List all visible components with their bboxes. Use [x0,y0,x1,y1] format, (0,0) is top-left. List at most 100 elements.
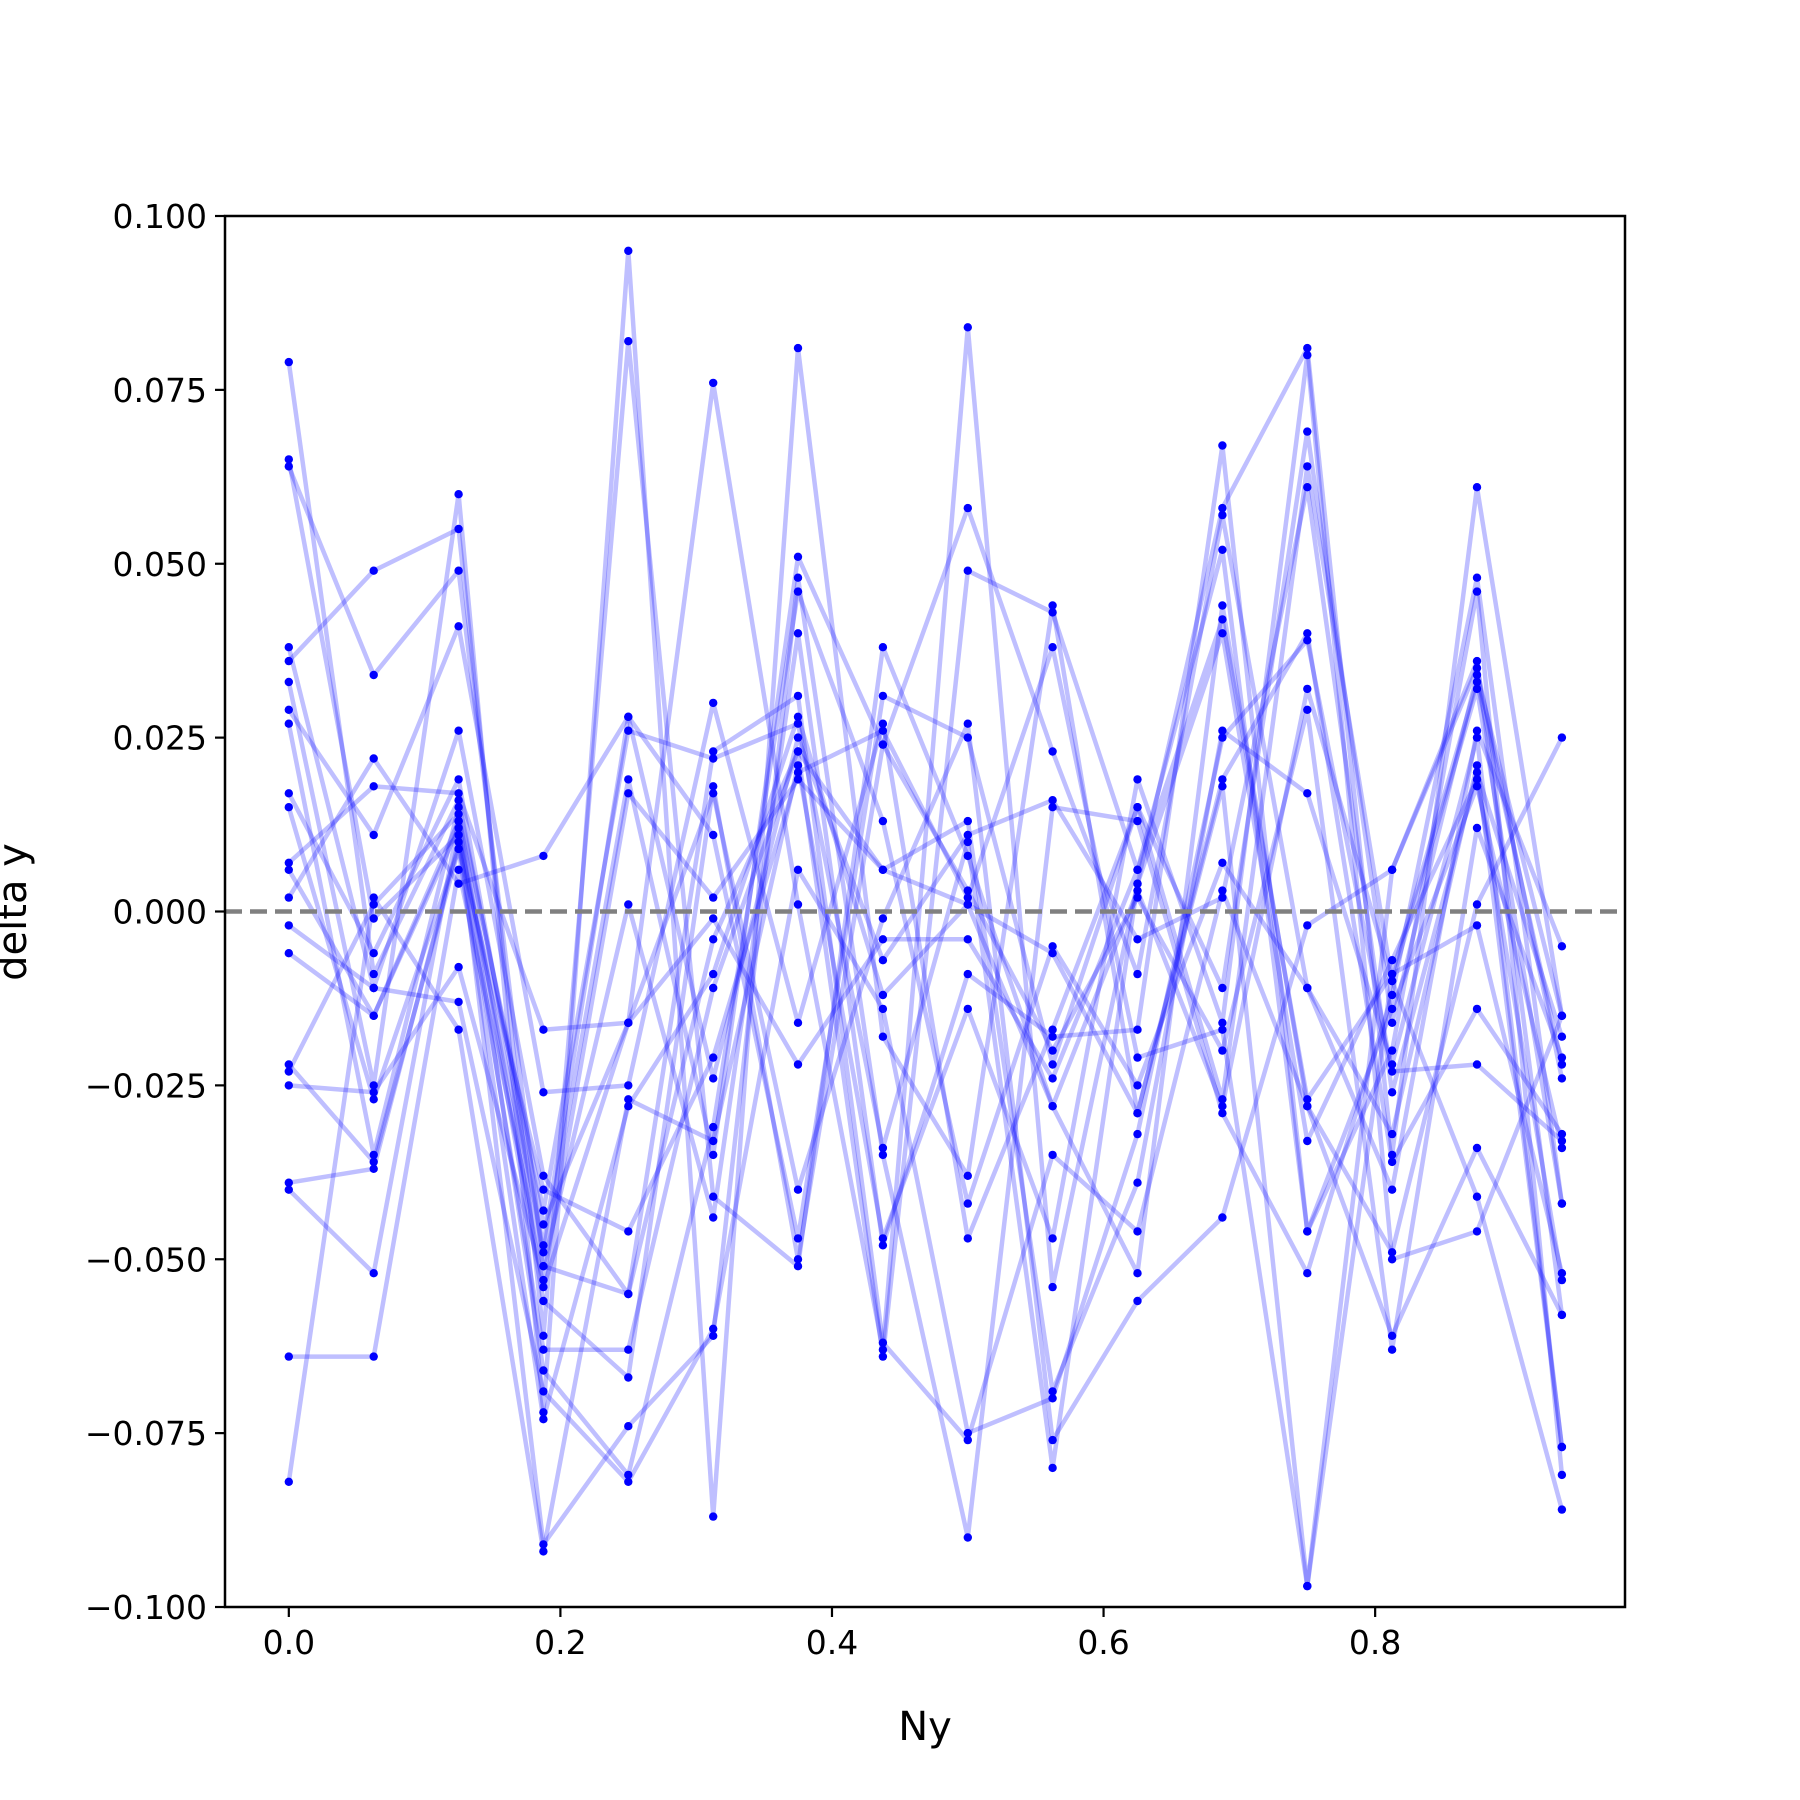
data-point [793,768,803,777]
y-tick-label: −0.050 [85,1240,207,1279]
data-point [624,246,633,255]
data-point [793,1234,803,1243]
data-point [1133,803,1142,812]
data-point [963,1428,972,1438]
data-point [963,719,972,728]
data-point [624,712,633,721]
data-point [369,983,378,993]
data-point [369,1081,378,1090]
data-point [284,949,293,958]
data-point [1218,983,1227,993]
data-point [284,357,293,367]
data-point [1387,1046,1397,1055]
data-point [1218,1018,1227,1027]
data-point [709,1053,718,1062]
data-point [454,622,463,631]
data-point [878,816,888,826]
data-point [1387,1129,1397,1139]
data-point [963,1435,972,1445]
data-point [1387,1150,1397,1160]
data-point [1133,1269,1142,1278]
data-point [624,1227,633,1236]
data-point [284,921,293,930]
data-point [624,1289,633,1299]
data-point [284,1178,293,1187]
data-point [1387,865,1397,874]
data-point [963,900,972,909]
data-point [963,893,972,902]
data-point [709,1136,718,1146]
data-point [624,337,633,346]
data-point [1048,949,1057,958]
data-point [284,1352,293,1361]
data-point [1303,1136,1312,1146]
data-point [1472,768,1482,777]
data-point [1218,1025,1227,1034]
data-point [1133,1025,1142,1034]
data-point [1048,1234,1057,1243]
data-point [454,1025,463,1034]
data-point [1472,1227,1482,1236]
series-line [286,693,1565,1443]
data-point [878,1241,888,1250]
data-point [1133,1053,1142,1062]
data-point [1472,761,1482,770]
data-point [793,629,803,638]
data-point [1218,726,1227,735]
data-point [1472,677,1482,687]
data-point [284,1185,293,1194]
data-point [963,1533,972,1542]
data-point [1048,601,1057,610]
data-point [539,1415,548,1424]
data-point [1303,483,1312,492]
data-point [369,754,378,763]
data-point [624,1018,633,1027]
data-point [1557,1505,1567,1514]
data-point [454,879,463,888]
data-point [1048,1150,1057,1160]
data-point [284,858,293,867]
data-point [454,865,463,874]
data-point [1218,858,1227,867]
data-point [1303,705,1312,714]
data-point [793,1255,803,1264]
data-point [1048,796,1057,805]
data-point [1557,1275,1567,1285]
data-point [369,949,378,958]
data-point [1472,1192,1482,1201]
data-point [1387,1345,1397,1354]
data-point [1472,726,1482,735]
data-point [1472,1004,1482,1014]
data-point [539,1171,548,1181]
data-point [1133,1129,1142,1139]
data-point [284,1081,293,1090]
data-point [1303,921,1312,930]
data-point [878,1345,888,1354]
data-point [878,719,888,728]
data-point [1472,1060,1482,1069]
data-point [1387,990,1397,1000]
data-point [709,830,718,840]
data-point [878,865,888,874]
data-point [454,796,463,805]
data-point [963,816,972,826]
data-point [1133,1296,1142,1306]
data-point [709,1213,718,1222]
data-point [369,900,378,909]
data-point [1472,921,1482,930]
data-point [1557,1310,1567,1320]
data-point [284,803,293,812]
y-tick-label: 0.025 [113,719,207,758]
data-point [1387,976,1397,986]
data-point [709,1512,718,1521]
data-point [793,587,803,596]
x-tick-label: 0.4 [806,1623,858,1662]
data-point [1048,1046,1057,1055]
data-point [709,1122,718,1132]
data-point [1048,1032,1057,1041]
data-point [539,1262,548,1271]
data-point [1557,1129,1567,1139]
data-point [1472,587,1482,596]
data-point [793,900,803,909]
data-point [1557,942,1567,951]
